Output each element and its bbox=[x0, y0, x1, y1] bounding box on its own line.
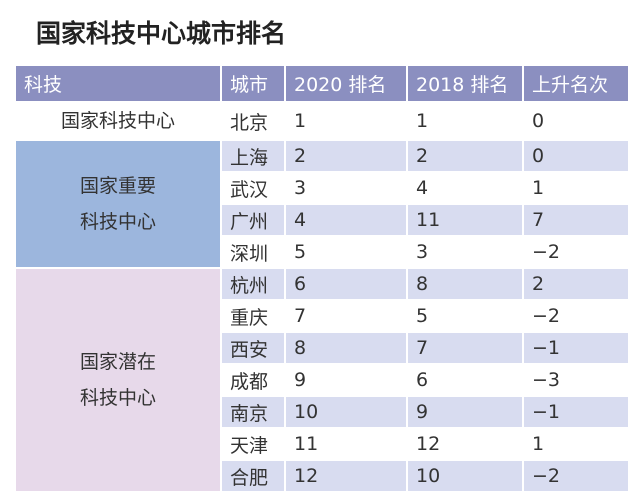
rank: 12 bbox=[406, 427, 524, 461]
header-cell: 城市 bbox=[220, 64, 286, 103]
rank: 1 bbox=[406, 101, 524, 141]
rank: 5 bbox=[406, 299, 524, 333]
rank: −1 bbox=[522, 331, 630, 365]
ranking-table: 科技 城市 2020 排名 2018 排名 上升名次 国家科技中心 北京 1 1 0 国家重要 科技… bbox=[14, 64, 630, 493]
rank: 7 bbox=[522, 203, 630, 237]
header-row: 科技 城市 2020 排名 2018 排名 上升名次 bbox=[14, 64, 630, 103]
city: 上海 bbox=[220, 139, 286, 173]
rank: 9 bbox=[406, 395, 524, 429]
rank: 12 bbox=[284, 459, 408, 493]
rank: 1 bbox=[284, 101, 408, 141]
group-label-line: 国家科技中心 bbox=[60, 110, 175, 132]
rank: 0 bbox=[522, 139, 630, 173]
rank: 11 bbox=[406, 203, 524, 237]
rank: 1 bbox=[522, 171, 630, 205]
rank: 2 bbox=[406, 139, 524, 173]
rank: 3 bbox=[284, 171, 408, 205]
header-cell: 2020 排名 bbox=[284, 64, 408, 103]
table-row: 广州 4 11 7 bbox=[15, 203, 630, 237]
table-row: 武汉 3 4 1 bbox=[15, 171, 630, 205]
rank: −3 bbox=[522, 363, 630, 397]
rank: −2 bbox=[522, 299, 630, 333]
rank: 3 bbox=[406, 235, 524, 269]
table-row: 南京 10 9 −1 bbox=[15, 395, 630, 429]
table-row: 成都 9 6 −3 bbox=[15, 363, 630, 397]
rank: −2 bbox=[522, 459, 630, 493]
table-row: 西安 8 7 −1 bbox=[15, 331, 630, 365]
city: 南京 bbox=[220, 395, 286, 429]
rank: 5 bbox=[284, 235, 408, 269]
rank: 11 bbox=[284, 427, 408, 461]
rank: −2 bbox=[522, 235, 630, 269]
city: 成都 bbox=[220, 363, 286, 397]
group-label: 国家潜在 科技中心 bbox=[14, 267, 222, 493]
table-row: 国家重要 科技中心 上海 2 2 0 bbox=[14, 139, 630, 269]
city: 杭州 bbox=[220, 267, 286, 301]
rank: 7 bbox=[406, 331, 524, 365]
table-row: 重庆 7 5 −2 bbox=[15, 299, 630, 333]
city: 北京 bbox=[220, 101, 286, 141]
rank: 9 bbox=[284, 363, 408, 397]
rank: 4 bbox=[284, 203, 408, 237]
rank: 6 bbox=[406, 363, 524, 397]
group-label-line: 科技中心 bbox=[79, 211, 156, 233]
city: 武汉 bbox=[220, 171, 286, 205]
table-row: 国家潜在 科技中心 杭州 6 8 2 bbox=[14, 267, 630, 493]
city: 深圳 bbox=[220, 235, 286, 269]
header-cell: 科技 bbox=[14, 64, 222, 103]
rank: −1 bbox=[522, 395, 630, 429]
title: 国家科技中心城市排名 bbox=[36, 19, 287, 48]
header-cell: 上升名次 bbox=[522, 64, 630, 103]
city: 广州 bbox=[220, 203, 286, 237]
table-row: 合肥 12 10 −2 bbox=[15, 459, 630, 493]
rank: 7 bbox=[284, 299, 408, 333]
rank: 8 bbox=[284, 331, 408, 365]
group-label: 国家科技中心 bbox=[14, 101, 222, 141]
rank: 4 bbox=[406, 171, 524, 205]
rank: 8 bbox=[406, 267, 524, 301]
group-label-line: 科技中心 bbox=[79, 387, 156, 409]
rank: 2 bbox=[522, 267, 630, 301]
rank: 10 bbox=[406, 459, 524, 493]
rank: 0 bbox=[522, 101, 630, 141]
rank: 6 bbox=[284, 267, 408, 301]
group-label-line: 国家潜在 bbox=[79, 351, 156, 373]
table-row: 天津 11 12 1 bbox=[15, 427, 630, 461]
city: 天津 bbox=[220, 427, 286, 461]
city: 合肥 bbox=[220, 459, 286, 493]
table-row: 深圳 5 3 −2 bbox=[15, 235, 630, 269]
header-cell: 2018 排名 bbox=[406, 64, 524, 103]
rank: 10 bbox=[284, 395, 408, 429]
table-body: 国家科技中心 北京 1 1 0 国家重要 科技中心 上海 2 2 0 武汉 3 4 1 广州 4 11 7 深圳 5 3−… bbox=[14, 101, 630, 493]
city: 西安 bbox=[220, 331, 286, 365]
table-row: 国家科技中心 北京 1 1 0 bbox=[14, 101, 630, 141]
group-label-line: 国家重要 bbox=[79, 175, 156, 197]
rank: 1 bbox=[522, 427, 630, 461]
group-label: 国家重要 科技中心 bbox=[14, 139, 222, 269]
city: 重庆 bbox=[220, 299, 286, 333]
rank: 2 bbox=[284, 139, 408, 173]
